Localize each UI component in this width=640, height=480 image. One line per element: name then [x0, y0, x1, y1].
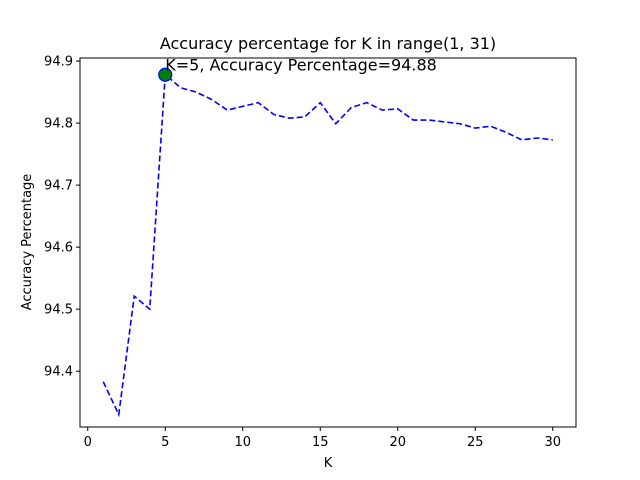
y-axis-label: Accuracy Percentage [20, 174, 35, 311]
y-axis: 94.4 94.5 94.6 94.7 94.8 94.9 [44, 55, 80, 380]
chart-title: Accuracy percentage for K in range(1, 31… [160, 34, 496, 53]
x-tick-label: 15 [312, 435, 329, 450]
x-tick-label: 10 [234, 435, 251, 450]
x-tick-label: 25 [467, 435, 484, 450]
y-tick-label: 94.8 [44, 117, 73, 132]
plot-area [79, 57, 577, 428]
x-axis: 0 5 10 15 20 25 30 [84, 427, 561, 450]
y-tick-label: 94.7 [44, 179, 73, 194]
y-tick-label: 94.9 [44, 55, 73, 70]
x-tick-label: 5 [161, 435, 169, 450]
best-k-annotation: K=5, Accuracy Percentage=94.88 [165, 56, 437, 75]
best-k-marker [158, 67, 173, 82]
x-tick-label: 0 [84, 435, 92, 450]
y-tick-label: 94.5 [44, 303, 73, 318]
y-tick-label: 94.4 [44, 365, 73, 380]
y-tick-label: 94.6 [44, 241, 73, 256]
x-tick-label: 20 [389, 435, 406, 450]
x-tick-label: 30 [544, 435, 561, 450]
x-axis-label: K [324, 456, 333, 471]
accuracy-series-line [102, 73, 553, 418]
